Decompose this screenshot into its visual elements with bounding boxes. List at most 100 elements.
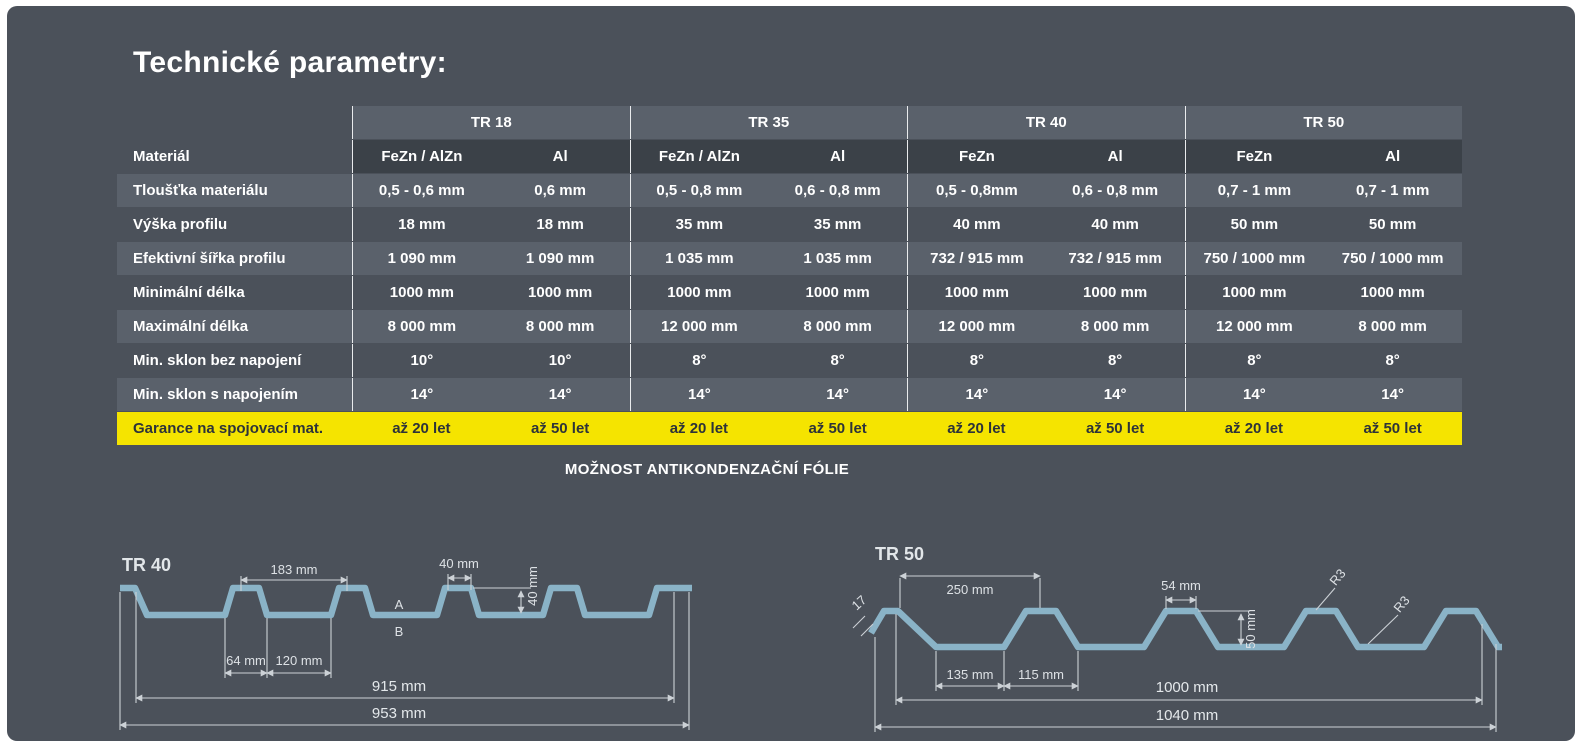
table-cell: 35 mm xyxy=(813,216,862,233)
tr40-dim-cover-width: 915 mm xyxy=(372,678,426,695)
tr50-diagram-title: TR 50 xyxy=(875,544,924,564)
table-cell: 1000 mm xyxy=(528,284,593,301)
table-cell: 50 mm xyxy=(1184,208,1324,241)
table-cell: 1000 mm xyxy=(907,276,1046,309)
page-title: Technické parametry: xyxy=(133,46,447,79)
tr50-dim-cover-width: 1000 mm xyxy=(1156,679,1219,696)
table-cell: 8° xyxy=(629,344,769,377)
material-column-header: FeZn xyxy=(907,140,1046,173)
table-cell: 1000 mm xyxy=(805,284,870,301)
tr40-diagram-title: TR 40 xyxy=(122,555,171,575)
table-cell: 0,6 - 0,8 mm xyxy=(1045,174,1185,207)
table-cell: 8° xyxy=(907,344,1046,377)
material-column-header: Al xyxy=(490,140,630,173)
table-cell: 14° xyxy=(352,378,491,411)
table-cell: 8 000 mm xyxy=(352,310,491,343)
table-cell: 8° xyxy=(830,352,845,369)
table-cell: 12 000 mm xyxy=(907,310,1046,343)
tr50-dim-total-width: 1040 mm xyxy=(1156,707,1219,724)
row-label: Výška profilu xyxy=(133,216,228,233)
spec-sheet-card: Technické parametry: TR 18 TR 35 TR 40 TR 5… xyxy=(7,6,1575,741)
tr40-dim-pitch: 183 mm xyxy=(271,562,318,577)
table-cell: 0,5 - 0,8mm xyxy=(907,174,1046,207)
material-column-header: FeZn / AlZn xyxy=(629,140,769,173)
material-column-header: FeZn / AlZn xyxy=(352,140,491,173)
row-label: Efektivní šířka profilu xyxy=(117,242,352,275)
table-cell: 1000 mm xyxy=(1360,284,1425,301)
group-header-tr-18: TR 18 xyxy=(352,106,630,139)
radius-leader-line xyxy=(1315,587,1336,611)
table-cell: 12 000 mm xyxy=(629,310,769,343)
table-cell: 10° xyxy=(352,344,491,377)
table-cell: 1 035 mm xyxy=(629,242,769,275)
material-column-header: Al xyxy=(768,140,907,173)
table-cell: 14° xyxy=(907,378,1046,411)
table-cell: 14° xyxy=(768,378,907,411)
table-cell: 732 / 915 mm xyxy=(1045,242,1185,275)
table-cell: 0,5 - 0,6 mm xyxy=(352,174,491,207)
table-cell: 8 000 mm xyxy=(768,310,907,343)
dim-ext-line xyxy=(852,615,866,629)
table-cell: až 20 let xyxy=(629,412,769,445)
table-cell: až 20 let xyxy=(1184,412,1324,445)
row-label: Maximální délka xyxy=(117,310,352,343)
table-cell: 750 / 1000 mm xyxy=(1323,242,1462,275)
tr40-profile-diagram: TR 40 183 mm 40 mm 40 mm A B 64 mm 120 m… xyxy=(119,555,692,730)
tr50-dim-edge: 17 xyxy=(852,592,869,613)
tr40-dim-height: 40 mm xyxy=(525,566,540,606)
tr40-dim-total-width: 953 mm xyxy=(372,705,426,722)
table-cell: 1 035 mm xyxy=(768,242,907,275)
table-cell: 0,7 - 1 mm xyxy=(1184,174,1324,207)
row-label: Garance na spojovací mat. xyxy=(117,412,352,445)
table-cell: 14° xyxy=(1045,378,1185,411)
tr40-profile-drawing xyxy=(120,584,692,619)
table-cell: 35 mm xyxy=(629,208,769,241)
table-cell: 0,6 mm xyxy=(490,174,630,207)
table-corner-spacer xyxy=(117,106,352,139)
material-column-header: Al xyxy=(1323,140,1462,173)
group-header-tr-40: TR 40 xyxy=(907,106,1185,139)
tr40-label-a: A xyxy=(395,597,404,612)
table-cell: 8° xyxy=(1107,352,1123,369)
tr50-dim-height: 50 mm xyxy=(1243,609,1258,649)
table-cell: až 50 let xyxy=(1045,412,1185,445)
row-label: Min. sklon s napojením xyxy=(117,378,352,411)
row-label-material: Materiál xyxy=(133,148,190,165)
tr50-dim-radius-1: R3 xyxy=(1326,566,1348,588)
table-cell: 8° xyxy=(1385,352,1400,369)
tr50-dim-radius-2: R3 xyxy=(1390,593,1412,615)
tr40-dim-rib-bottom: 64 mm xyxy=(226,653,266,668)
table-cell: až 50 let xyxy=(768,412,907,445)
group-header-tr-35: TR 35 xyxy=(629,106,907,139)
tech-parameters-table: TR 18 TR 35 TR 40 TR 50 Materiál FeZn / AlZn A… xyxy=(117,106,1462,445)
table-cell: 0,5 - 0,8 mm xyxy=(629,174,769,207)
row-label: Min. sklon bez napojení xyxy=(133,352,302,369)
table-cell: 14° xyxy=(490,378,630,411)
table-cell: 0,6 - 0,8 mm xyxy=(768,174,907,207)
table-cell: 750 / 1000 mm xyxy=(1184,242,1324,275)
tr40-dim-valley: 120 mm xyxy=(276,653,323,668)
table-cell: až 50 let xyxy=(490,412,630,445)
tr50-dim-valley: 135 mm xyxy=(947,667,994,682)
table-cell: 8 000 mm xyxy=(1323,310,1462,343)
dim-ext-line xyxy=(860,623,874,637)
table-cell: 1000 mm xyxy=(352,276,491,309)
table-cell: 1 090 mm xyxy=(352,242,491,275)
table-cell: 18 mm xyxy=(536,216,584,233)
table-cell: až 50 let xyxy=(1323,412,1462,445)
material-column-header: Al xyxy=(1045,140,1185,173)
table-cell: až 20 let xyxy=(907,412,1046,445)
table-cell: až 20 let xyxy=(352,412,491,445)
table-cell: 1000 mm xyxy=(629,276,769,309)
table-cell: 732 / 915 mm xyxy=(907,242,1046,275)
tr40-label-b: B xyxy=(395,624,404,639)
table-cell: 1000 mm xyxy=(1184,276,1324,309)
tr50-dim-rib-top: 54 mm xyxy=(1161,578,1201,593)
tr50-profile-diagram: TR 50 17 250 mm 54 mm 50 mm R3 R3 135 mm xyxy=(852,544,1502,732)
row-label: Tloušťka materiálu xyxy=(117,174,352,207)
table-cell: 1 090 mm xyxy=(490,242,630,275)
table-cell: 40 mm xyxy=(907,208,1046,241)
table-cell: 8 000 mm xyxy=(1045,310,1185,343)
tr50-profile-drawing xyxy=(868,607,1502,651)
table-cell: 0,7 - 1 mm xyxy=(1323,174,1462,207)
